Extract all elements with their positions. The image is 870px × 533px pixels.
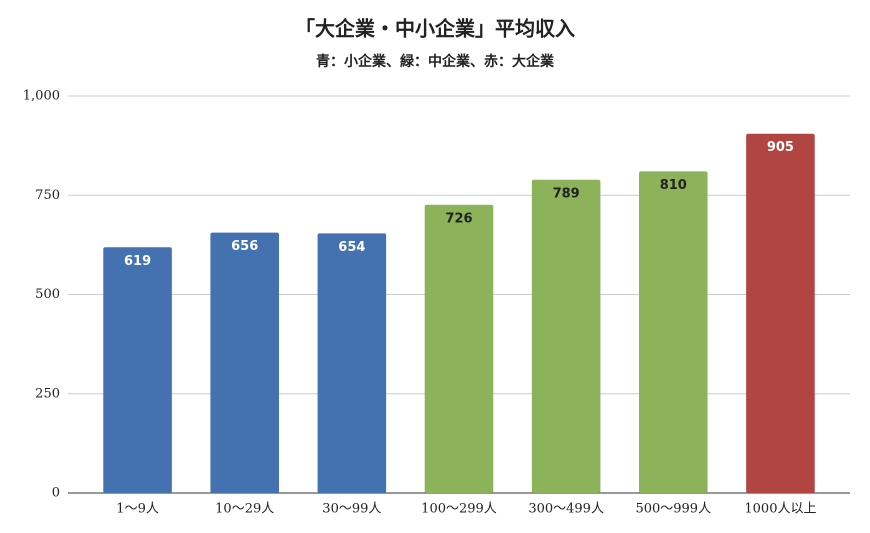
x-tick-label: 30〜99人 (322, 502, 381, 517)
bar (210, 232, 279, 493)
bar (639, 171, 708, 493)
x-tick-label: 100〜299人 (421, 502, 497, 517)
bar (317, 233, 387, 493)
x-tick-label: 1〜9人 (116, 502, 159, 517)
chart-title: 「大企業・中小企業」平均収入 (295, 17, 575, 41)
bar (531, 179, 601, 493)
y-tick-label: 250 (35, 386, 60, 401)
y-tick-label: 500 (35, 287, 60, 302)
value-label: 619 (124, 254, 151, 269)
y-tick-label: 0 (52, 486, 60, 501)
bar (746, 133, 815, 493)
x-tick-label: 10〜29人 (215, 502, 274, 517)
x-tick-label: 300〜499人 (528, 502, 604, 517)
bar (103, 247, 172, 493)
x-tick-label: 1000人以上 (744, 502, 816, 517)
y-tick-label: 750 (35, 188, 60, 203)
bar (424, 204, 494, 493)
value-label: 726 (445, 211, 472, 226)
value-label: 810 (660, 178, 687, 193)
chart-subtitle: 青：小企業、緑：中企業、赤：大企業 (316, 53, 555, 70)
value-label: 789 (553, 186, 580, 201)
value-label: 654 (338, 240, 365, 255)
y-tick-label: 1,000 (23, 89, 60, 104)
x-tick-label: 500〜999人 (635, 502, 711, 517)
value-label: 905 (767, 140, 794, 155)
value-label: 656 (231, 239, 258, 254)
